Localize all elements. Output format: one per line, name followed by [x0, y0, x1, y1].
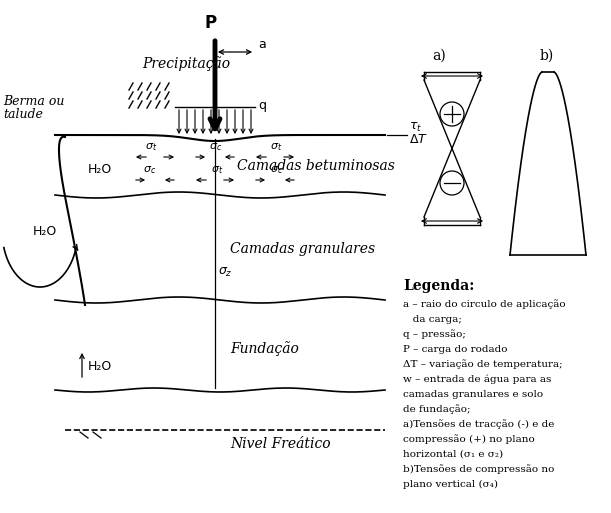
Text: de fundação;: de fundação;	[403, 404, 470, 414]
Text: $\sigma_c$: $\sigma_c$	[143, 164, 156, 176]
Text: ΔT – variação de temperatura;: ΔT – variação de temperatura;	[403, 359, 563, 369]
Text: camadas granulares e solo: camadas granulares e solo	[403, 390, 543, 399]
Text: H₂O: H₂O	[88, 360, 112, 373]
Text: b): b)	[540, 49, 554, 63]
Text: a: a	[258, 38, 266, 51]
Text: $\sigma_t$: $\sigma_t$	[211, 164, 224, 176]
Text: q – pressão;: q – pressão;	[403, 329, 466, 339]
Text: $\sigma_z$: $\sigma_z$	[218, 266, 233, 279]
Text: $\Delta T$: $\Delta T$	[409, 133, 428, 146]
Text: Berma ou: Berma ou	[3, 95, 64, 108]
Text: H₂O: H₂O	[33, 225, 57, 238]
Text: Precipitação: Precipitação	[142, 56, 230, 71]
Text: b)Tensões de compressão no: b)Tensões de compressão no	[403, 464, 554, 474]
Text: P – carga do rodado: P – carga do rodado	[403, 345, 508, 354]
Text: da carga;: da carga;	[403, 315, 462, 324]
Text: Fundação: Fundação	[230, 341, 299, 356]
Text: $\sigma_t$: $\sigma_t$	[270, 141, 282, 153]
Text: q: q	[258, 99, 266, 112]
Text: $\tau_t$: $\tau_t$	[409, 121, 422, 134]
Text: a – raio do circulo de aplicação: a – raio do circulo de aplicação	[403, 299, 566, 309]
Text: H₂O: H₂O	[88, 163, 112, 176]
Text: talude: talude	[3, 108, 43, 121]
Text: $\sigma_c$: $\sigma_c$	[270, 164, 284, 176]
Text: Camadas granulares: Camadas granulares	[230, 242, 375, 255]
Text: Legenda:: Legenda:	[403, 279, 474, 293]
Text: compressão (+) no plano: compressão (+) no plano	[403, 434, 535, 444]
Text: P: P	[205, 14, 217, 32]
Text: a): a)	[432, 49, 446, 63]
Text: $\sigma_t$: $\sigma_t$	[145, 141, 157, 153]
Text: horizontal (σ₁ e σ₂): horizontal (σ₁ e σ₂)	[403, 450, 503, 459]
Text: Nivel Freático: Nivel Freático	[230, 437, 331, 451]
Text: a)Tensões de tracção (-) e de: a)Tensões de tracção (-) e de	[403, 419, 554, 429]
Text: $\sigma_c$: $\sigma_c$	[209, 141, 222, 153]
Text: Camadas betuminosas: Camadas betuminosas	[237, 159, 395, 173]
Text: plano vertical (σ₄): plano vertical (σ₄)	[403, 480, 498, 489]
Text: w – entrada de água para as: w – entrada de água para as	[403, 374, 551, 384]
